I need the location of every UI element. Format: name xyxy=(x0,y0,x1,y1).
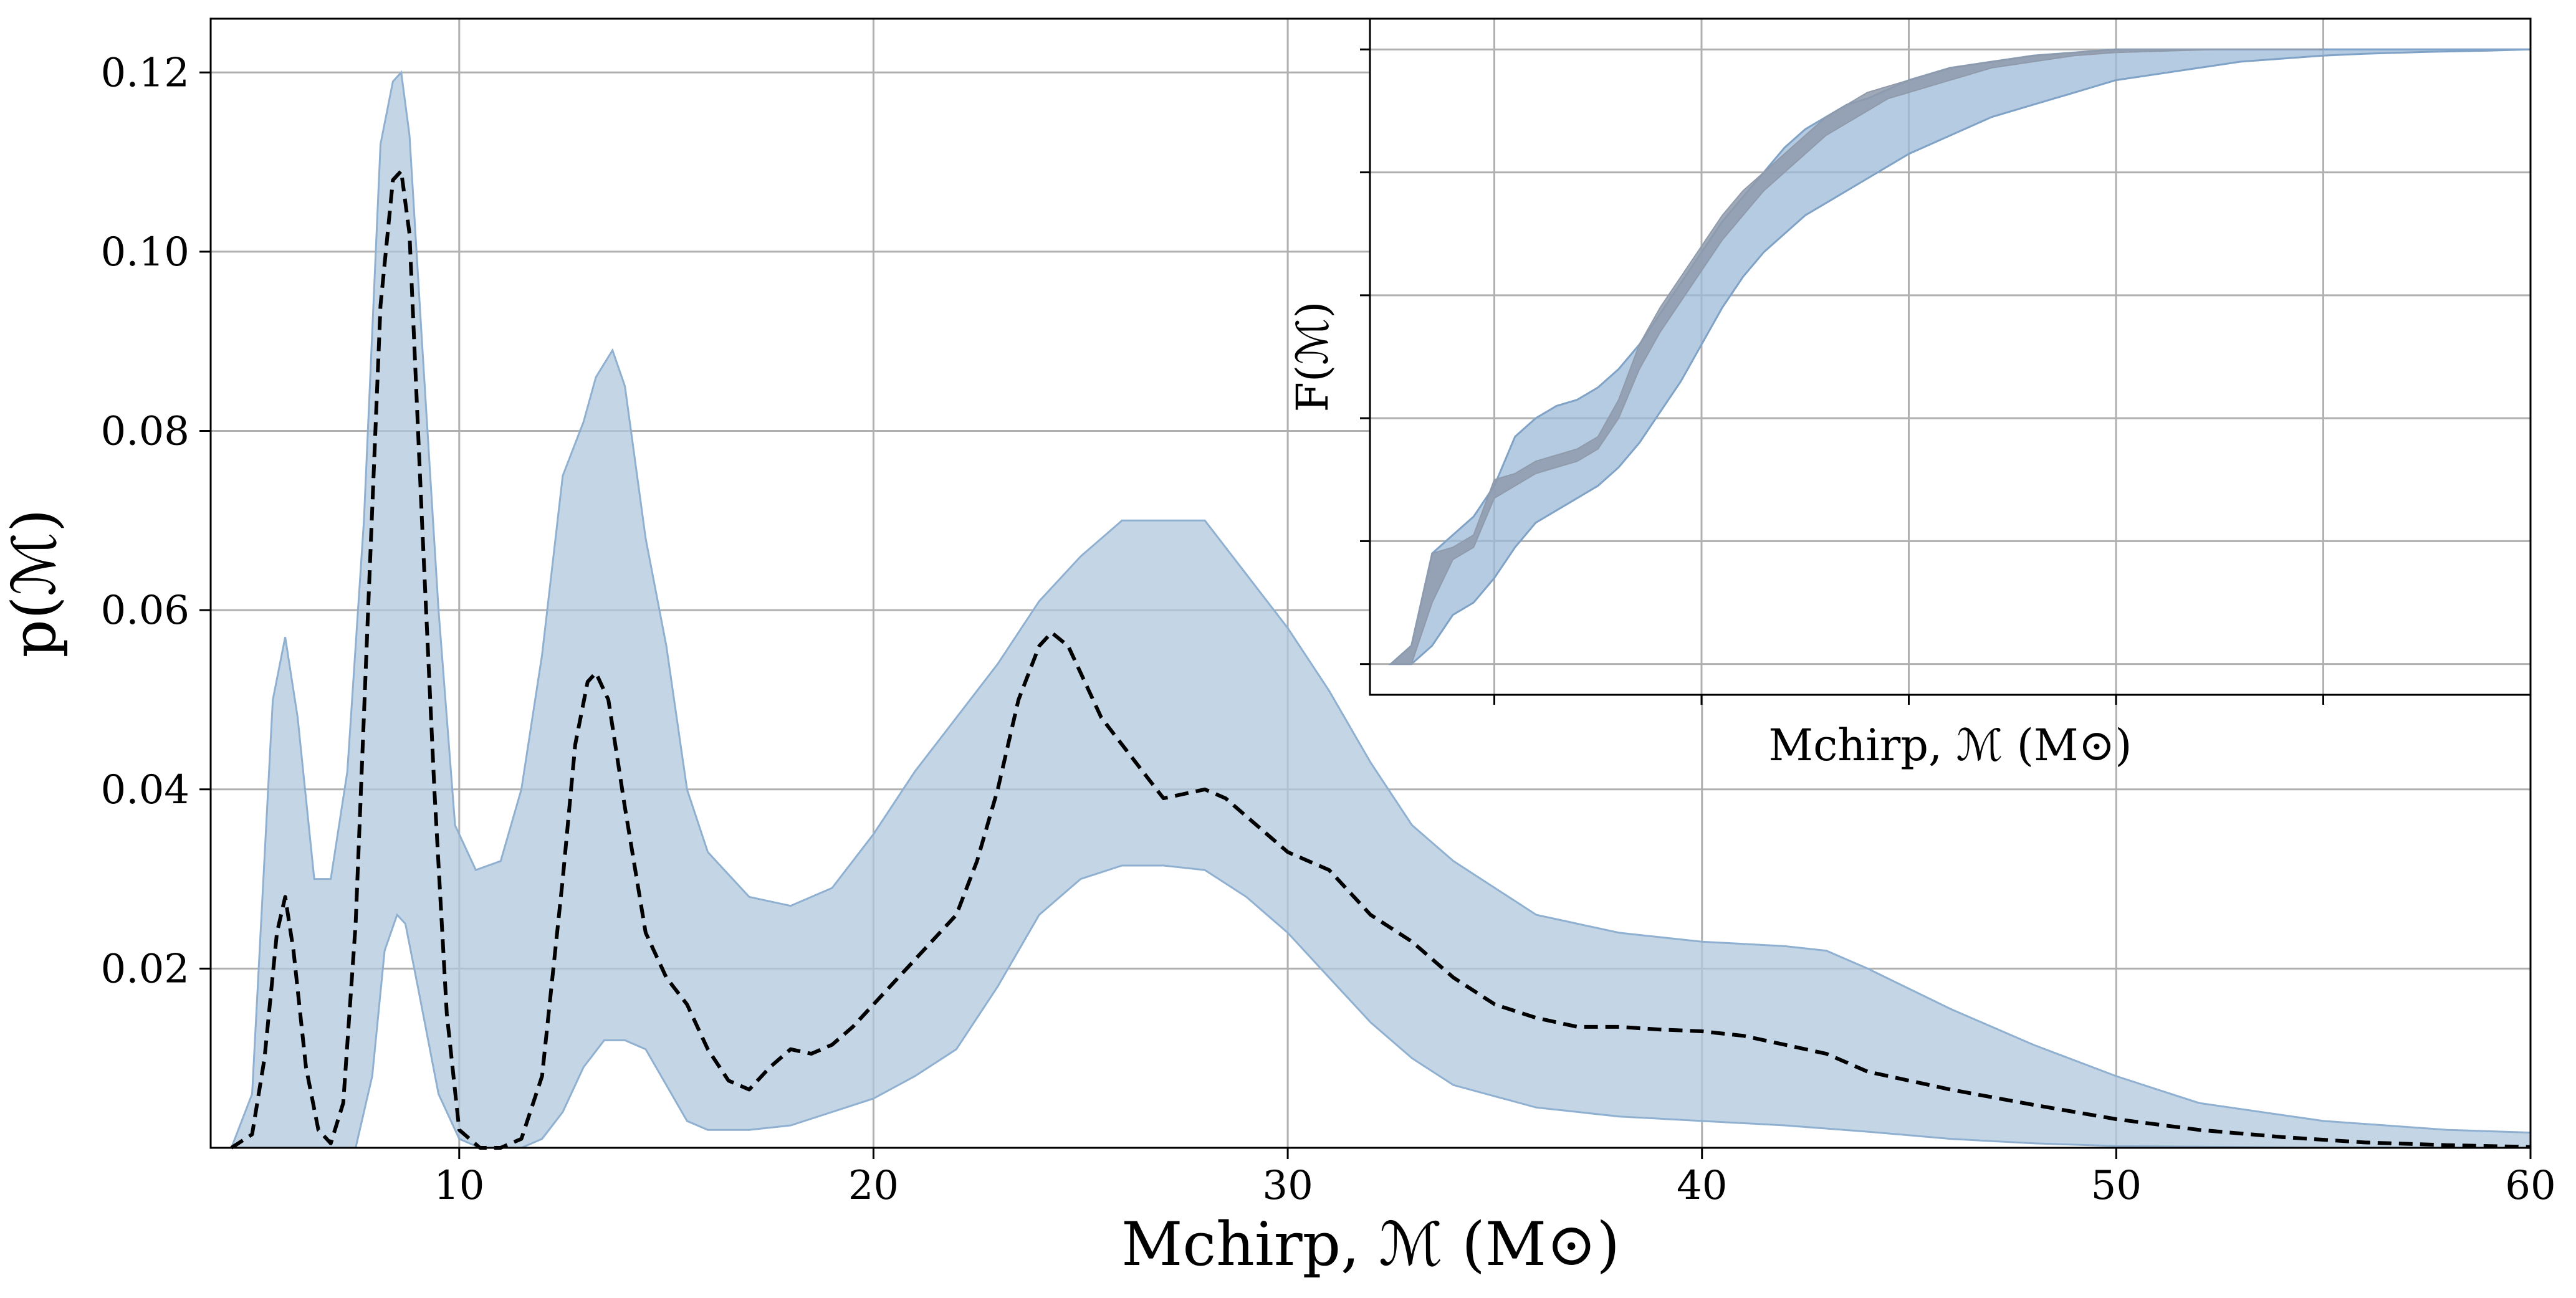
main-x-axis-label: Mchirp, ℳ (M⊙) xyxy=(1121,1210,1620,1279)
inset-x-ticks xyxy=(1493,695,2324,705)
main-y-tick-label: 0.10 xyxy=(101,229,190,275)
inset-axes-frame xyxy=(1369,17,2532,696)
inset-cdf-plot: Mchirp, ℳ (M⊙) F(ℳ) xyxy=(1287,17,2532,771)
main-median-line xyxy=(230,169,2531,1150)
main-x-tick-label: 10 xyxy=(434,1163,484,1209)
inset-median-band xyxy=(1389,49,2324,665)
main-y-ticks: 0.02 0.04 0.06 0.08 0.10 0.12 xyxy=(101,50,211,992)
main-x-tick-label: 30 xyxy=(1262,1163,1313,1209)
main-x-tick-label: 20 xyxy=(848,1163,899,1209)
main-credible-band-area xyxy=(230,70,2532,1149)
main-y-axis-label: p(ℳ) xyxy=(0,508,69,657)
main-median-dashed-line xyxy=(230,169,2531,1150)
inset-median-band-area xyxy=(1389,49,2324,665)
main-y-tick-label: 0.06 xyxy=(101,588,190,634)
main-x-tick-label: 60 xyxy=(2505,1163,2555,1209)
main-y-tick-label: 0.02 xyxy=(101,946,190,992)
main-x-tick-label: 40 xyxy=(1677,1163,1727,1209)
main-credible-band xyxy=(230,70,2532,1149)
main-x-tick-label: 50 xyxy=(2091,1163,2142,1209)
main-y-tick-label: 0.08 xyxy=(101,409,190,455)
main-y-tick-label: 0.12 xyxy=(101,50,190,96)
inset-x-axis-label: Mchirp, ℳ (M⊙) xyxy=(1768,720,2132,771)
main-x-ticks: 10 20 30 40 50 60 xyxy=(434,1148,2556,1209)
inset-y-ticks xyxy=(1360,48,1370,666)
inset-y-axis-label: F(ℳ) xyxy=(1287,301,1338,412)
main-y-tick-label: 0.04 xyxy=(101,767,190,813)
